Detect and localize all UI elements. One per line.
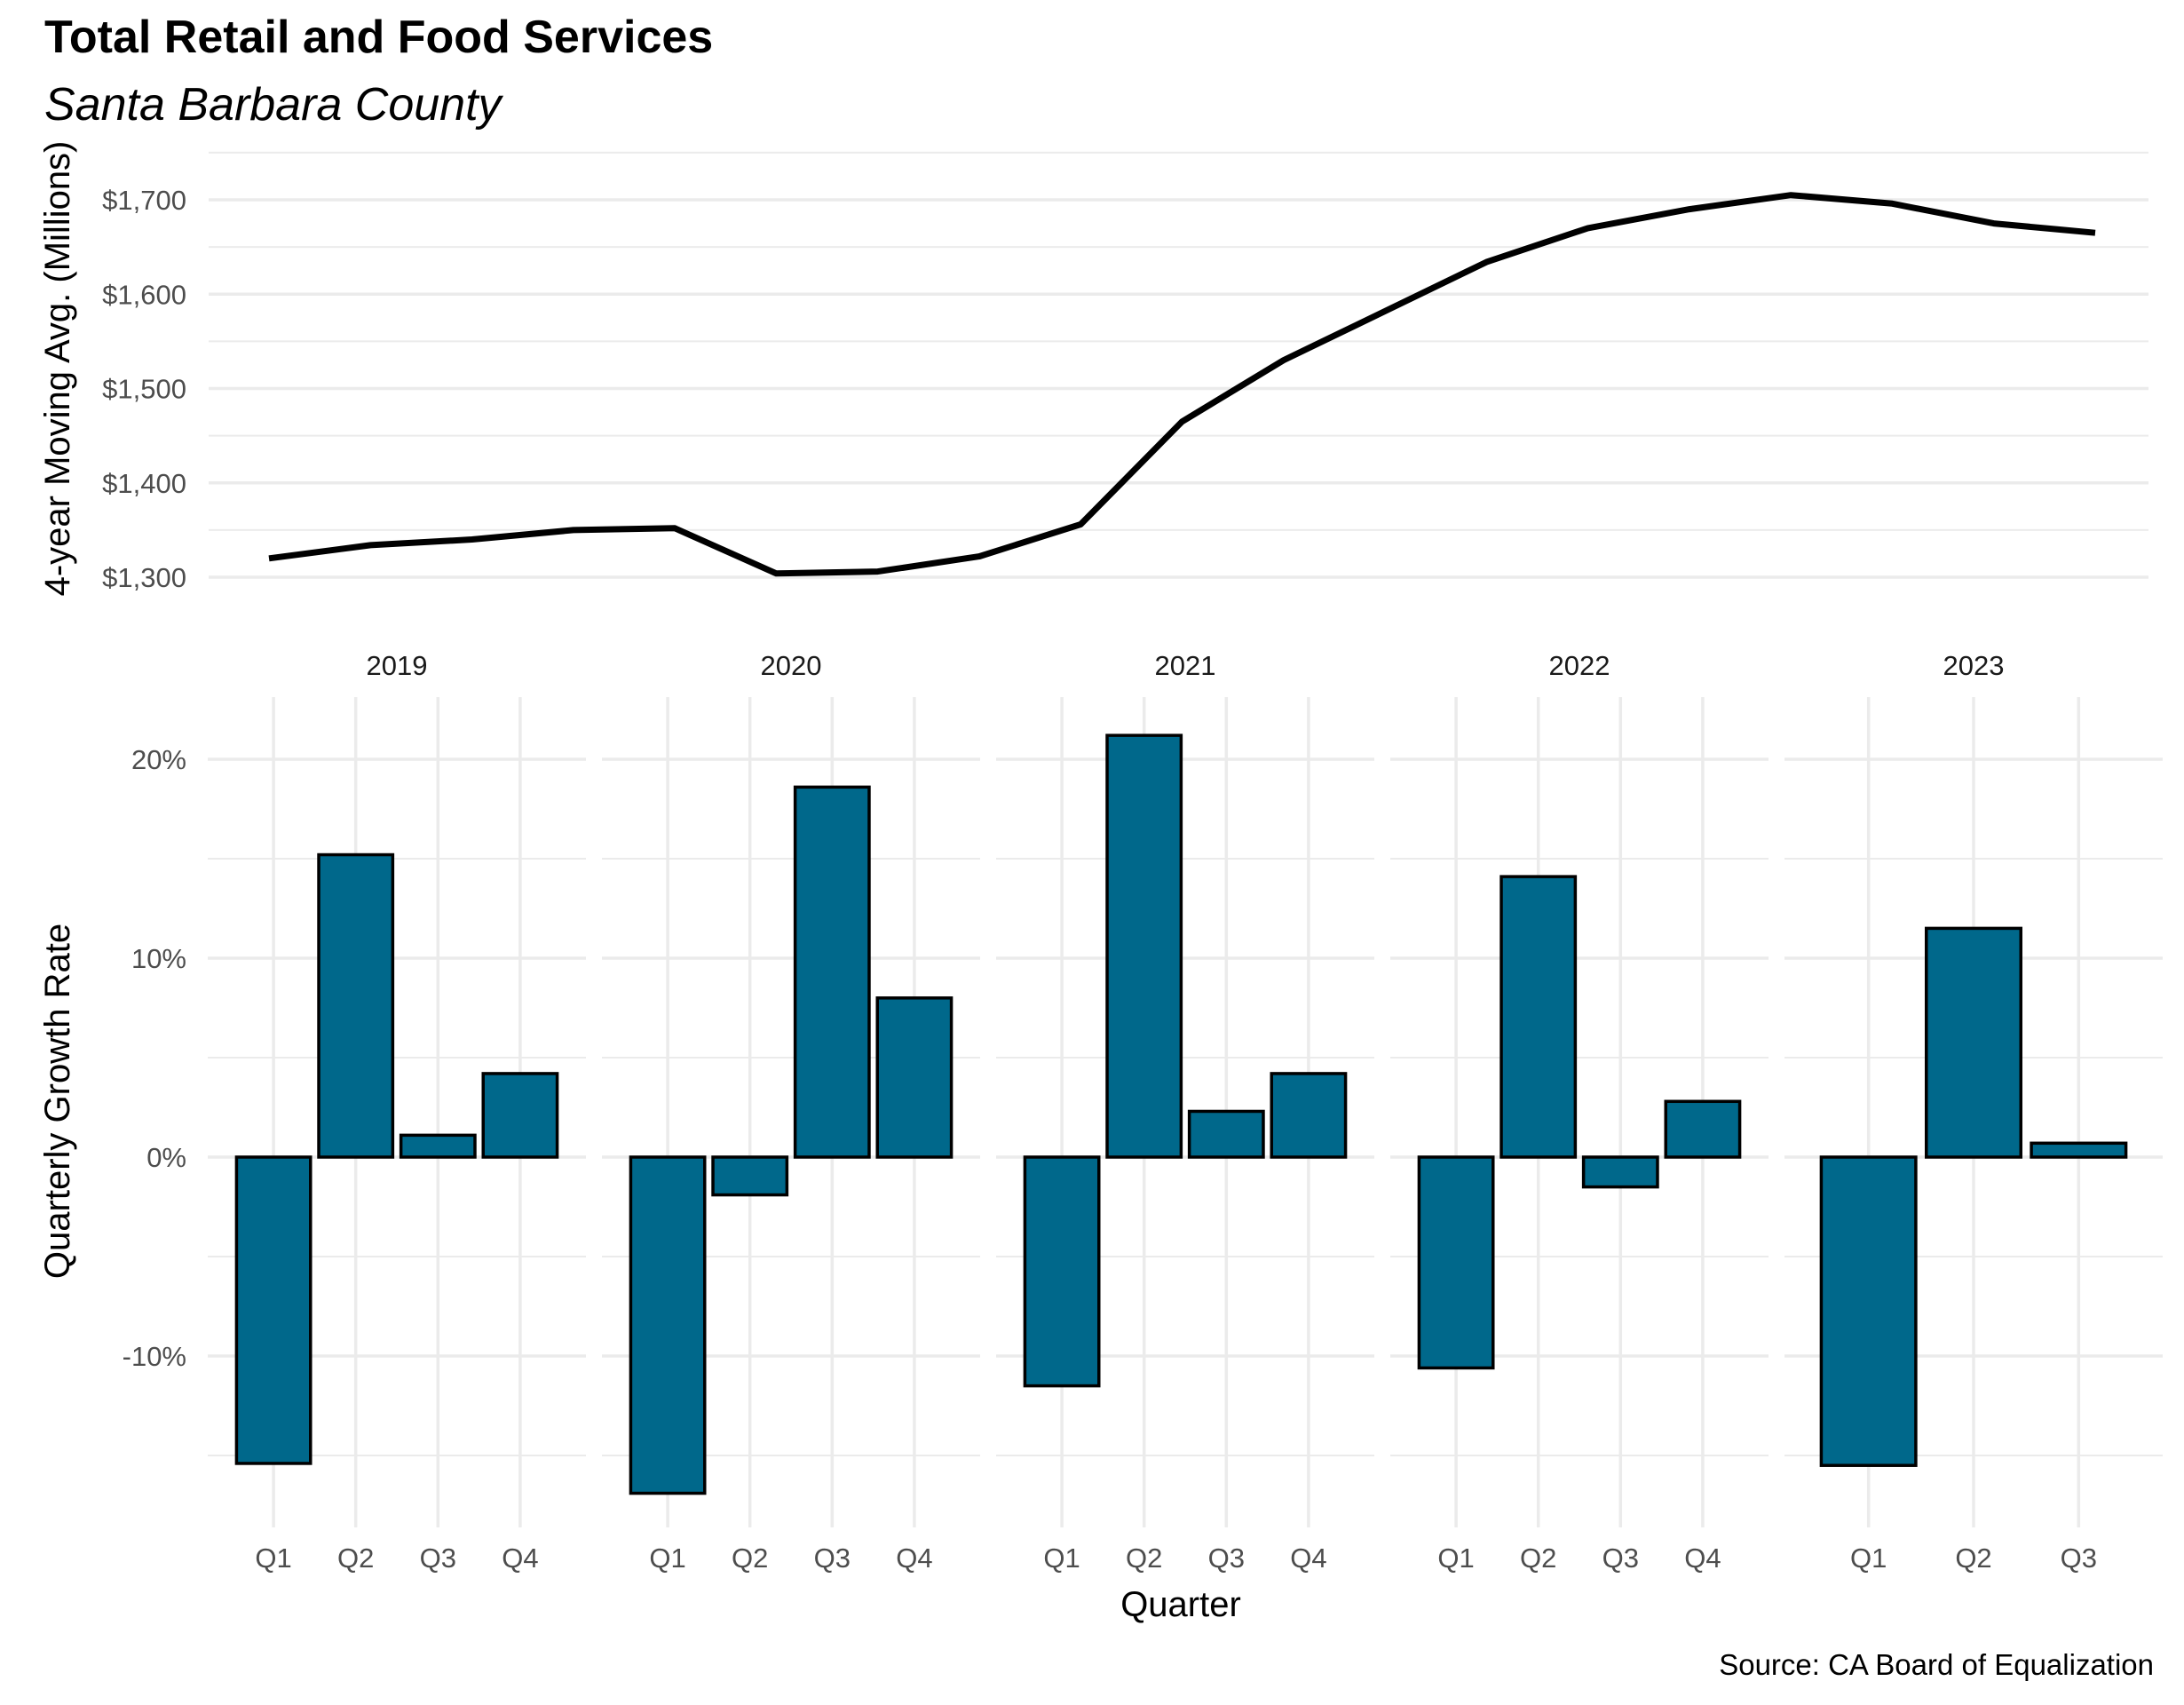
x-tick-label: Q1 [649, 1542, 685, 1574]
x-tick-label: Q4 [1684, 1542, 1721, 1574]
bar [1417, 1155, 1495, 1370]
moving-average-line [268, 192, 2096, 577]
grid-layer [208, 151, 2163, 1527]
x-tick-label: Q2 [1520, 1542, 1556, 1574]
bar [481, 1072, 559, 1159]
bar [1500, 875, 1578, 1159]
y-tick-label: 10% [131, 943, 186, 974]
y-axis-title-growth-rate: Quarterly Growth Rate [38, 924, 77, 1279]
y-tick-label: $1,700 [102, 185, 186, 216]
bar [317, 852, 395, 1159]
bar [1023, 1155, 1101, 1388]
y-tick-label: $1,400 [102, 468, 186, 499]
bar [1819, 1155, 1918, 1467]
x-tick-label: Q1 [1437, 1542, 1474, 1574]
bar [1664, 1099, 1742, 1159]
chart-text-layer: $1,300 $1,400 $1,500 $1,600 $1,700 4-year Mov… [38, 141, 2097, 1624]
y-tick-label: 0% [146, 1142, 186, 1173]
y-tick-label: -10% [123, 1341, 186, 1372]
bar [711, 1155, 789, 1197]
y-tick-label: $1,300 [102, 562, 186, 593]
moving-average-panel [268, 192, 2096, 577]
x-tick-label: Q2 [1955, 1542, 1991, 1574]
facet-strip-label: 2021 [1155, 650, 1216, 681]
bar [875, 996, 954, 1159]
bar [1105, 734, 1183, 1159]
bar [1270, 1072, 1348, 1159]
facet-strip-label: 2019 [367, 650, 428, 681]
x-tick-label: Q3 [2061, 1542, 2097, 1574]
y-tick-label: $1,500 [102, 374, 186, 405]
bar [1925, 926, 2022, 1159]
x-tick-label: Q1 [1043, 1542, 1080, 1574]
x-tick-label: Q2 [732, 1542, 768, 1574]
bar [399, 1133, 477, 1159]
bar [793, 785, 871, 1159]
facet-strip-label: 2022 [1549, 650, 1610, 681]
x-tick-label: Q1 [255, 1542, 291, 1574]
bar [2030, 1141, 2128, 1159]
x-tick-label: Q4 [1290, 1542, 1326, 1574]
x-tick-label: Q1 [1850, 1542, 1887, 1574]
chart-title: Total Retail and Food Services [44, 12, 714, 63]
bar [1581, 1155, 1659, 1189]
x-tick-label: Q3 [1602, 1542, 1639, 1574]
x-tick-label: Q3 [1208, 1542, 1245, 1574]
x-tick-label: Q4 [502, 1542, 538, 1574]
facet-strip-label: 2020 [761, 650, 822, 681]
y-tick-label: 20% [131, 744, 186, 775]
bar [1187, 1109, 1265, 1159]
chart-subtitle: Santa Barbara County [44, 79, 502, 131]
x-tick-label: Q4 [896, 1542, 932, 1574]
x-tick-label: Q3 [420, 1542, 456, 1574]
source-caption: Source: CA Board of Equalization [1719, 1648, 2154, 1681]
bar [234, 1155, 313, 1465]
y-axis-title-moving-average: 4-year Moving Avg. (Millions) [38, 141, 77, 597]
x-tick-label: Q2 [1126, 1542, 1162, 1574]
x-tick-label: Q2 [337, 1542, 374, 1574]
facet-strip-label: 2023 [1943, 650, 2005, 681]
y-tick-label: $1,600 [102, 279, 186, 310]
growth-rate-panel [234, 734, 2128, 1495]
x-axis-title: Quarter [1120, 1585, 1241, 1624]
bar [629, 1155, 707, 1495]
x-tick-label: Q3 [814, 1542, 851, 1574]
